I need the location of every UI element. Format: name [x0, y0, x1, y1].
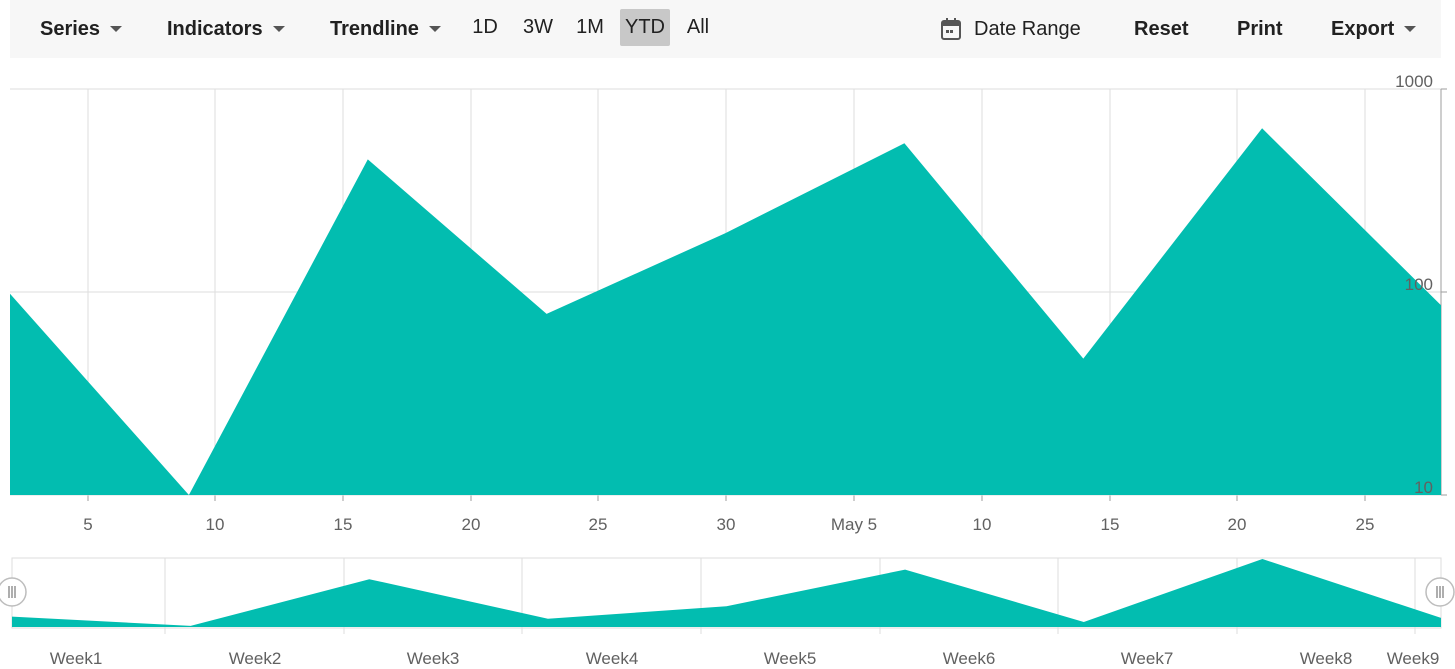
chevron-down-icon	[272, 26, 285, 32]
week-label-7: Week7	[1121, 649, 1174, 668]
week-label-6: Week6	[943, 649, 996, 668]
export-label: Export	[1331, 17, 1395, 40]
x-axis-labels: 5 10 15 20 25 30 May 5 10 15 20 25	[83, 515, 1374, 534]
period-1m-button[interactable]: 1M	[576, 16, 604, 38]
x-tick-label-3: 20	[462, 515, 481, 534]
print-button[interactable]: Print	[1237, 17, 1283, 40]
calendar-icon	[941, 18, 961, 40]
week-label-2: Week2	[229, 649, 282, 668]
y-tick-label-1: 100	[1405, 275, 1433, 294]
week-label-3: Week3	[407, 649, 460, 668]
trendline-dropdown[interactable]: Trendline	[330, 0, 441, 58]
x-tick-label-4: 25	[589, 515, 608, 534]
navigator-week-labels: Week1 Week2 Week3 Week4 Week5 Week6 Week7 Week8…	[50, 649, 1440, 668]
indicators-label: Indicators	[167, 17, 263, 40]
x-tick-label-10: 25	[1356, 515, 1375, 534]
series-label: Series	[40, 17, 101, 40]
reset-button[interactable]: Reset	[1134, 17, 1189, 40]
x-tick-label-1: 10	[206, 515, 225, 534]
date-range-button[interactable]: Date Range	[940, 0, 1081, 58]
week-label-8: Week8	[1300, 649, 1353, 668]
chevron-down-icon	[428, 26, 441, 32]
week-label-1: Week1	[50, 649, 103, 668]
export-dropdown[interactable]: Export	[1331, 0, 1417, 58]
y-tick-label-0: 1000	[1395, 72, 1433, 91]
x-tick-label-0: 5	[83, 515, 92, 534]
y-tick-label-2: 10	[1414, 478, 1433, 497]
trendline-label: Trendline	[330, 17, 419, 40]
indicators-dropdown[interactable]: Indicators	[167, 0, 285, 58]
period-3w-button[interactable]: 3W	[523, 16, 553, 38]
week-label-5: Week5	[764, 649, 817, 668]
x-tick-label-9: 20	[1228, 515, 1247, 534]
navigator-series-area	[12, 559, 1441, 627]
y-axis-labels: 1000 100 10	[1395, 72, 1433, 497]
navigator-right-handle[interactable]	[1425, 577, 1455, 607]
x-tick-label-6: May 5	[831, 515, 877, 534]
x-tick-label-8: 15	[1101, 515, 1120, 534]
period-all-button[interactable]: All	[686, 16, 710, 38]
main-series-area	[10, 128, 1441, 496]
date-range-label: Date Range	[974, 17, 1081, 40]
week-label-4: Week4	[586, 649, 639, 668]
series-dropdown[interactable]: Series	[40, 0, 123, 58]
x-tick-label-7: 10	[973, 515, 992, 534]
chevron-down-icon	[110, 26, 123, 32]
week-label-9: Week9	[1387, 649, 1440, 668]
period-ytd-button[interactable]: YTD	[620, 9, 670, 46]
period-1d-button[interactable]: 1D	[472, 16, 498, 38]
navigator-left-handle[interactable]	[0, 577, 27, 607]
x-tick-label-2: 15	[334, 515, 353, 534]
range-navigator[interactable]: Week1 Week2 Week3 Week4 Week5 Week6 Week7 Week8…	[0, 549, 1455, 669]
x-tick-label-5: 30	[717, 515, 736, 534]
chevron-down-icon	[1404, 26, 1417, 32]
chart-toolbar: Series Indicators Trendline 1D 3W 1M YTD…	[10, 0, 1441, 58]
main-area-chart: 1000 100 10 5 10 15 20 25 30 May 5 10 15 20 25	[10, 72, 1447, 534]
